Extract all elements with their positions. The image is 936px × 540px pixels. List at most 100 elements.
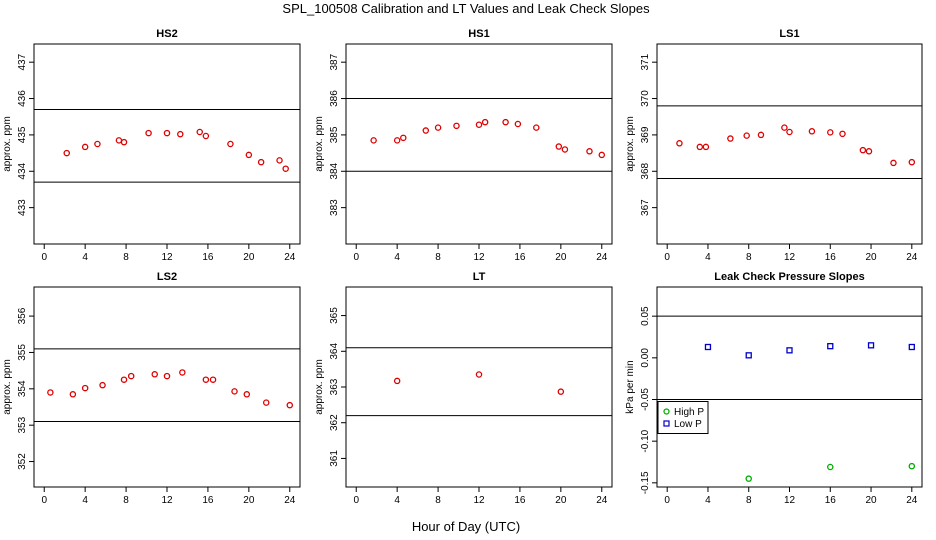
x-tick-label: 20 — [243, 495, 255, 506]
data-point — [839, 130, 846, 138]
data-point — [163, 372, 171, 380]
x-tick-label: 12 — [473, 495, 485, 506]
data-point — [827, 343, 834, 350]
data-point — [163, 129, 171, 137]
x-tick-label: 0 — [41, 495, 47, 506]
data-point — [370, 137, 377, 144]
legend-marker — [663, 408, 670, 415]
data-point — [393, 377, 401, 385]
y-tick-label: 436 — [17, 90, 28, 107]
data-point — [245, 151, 253, 159]
y-tick-label: 362 — [329, 414, 340, 431]
y-tick-label: 363 — [329, 378, 340, 395]
data-point — [561, 146, 569, 153]
data-point — [81, 143, 89, 151]
x-tick-label: 20 — [865, 252, 877, 263]
y-tick-label: 434 — [17, 162, 28, 179]
data-point — [555, 143, 563, 150]
y-tick-label: 383 — [329, 199, 340, 216]
y-tick-label: 364 — [329, 343, 340, 360]
data-point — [453, 122, 460, 130]
y-tick-label: 352 — [17, 453, 28, 470]
x-tick-label: 12 — [473, 252, 485, 263]
panel-title: LS2 — [157, 271, 177, 283]
x-tick-label: 4 — [394, 495, 400, 506]
chart-panel-ls1: LS1 approx. ppm 0 4 8 12 16 20 24 367 368 369 370 371 — [625, 28, 923, 263]
data-point — [890, 159, 897, 167]
y-axis-label: approx. ppm — [625, 116, 636, 172]
x-tick-label: 0 — [664, 495, 670, 506]
chart-panel-lt: LT approx. ppm 0 4 8 12 16 20 24 361 362 363 364 365 — [314, 271, 613, 506]
data-point — [704, 343, 712, 351]
y-tick-label: 365 — [329, 307, 340, 324]
data-point — [867, 342, 875, 349]
panel-title: HS1 — [468, 28, 489, 40]
x-tick-label: 12 — [161, 252, 173, 263]
x-tick-label: 24 — [906, 495, 918, 506]
y-tick-label: 355 — [17, 344, 28, 361]
y-tick-label: -0.15 — [640, 471, 651, 494]
legend-box — [657, 401, 709, 434]
data-point — [727, 135, 734, 142]
y-tick-label: 385 — [329, 126, 340, 143]
y-tick-label: 435 — [17, 126, 28, 143]
data-point — [243, 391, 251, 398]
y-tick-label: 386 — [329, 90, 340, 107]
data-point — [94, 140, 101, 148]
x-tick-label: 0 — [353, 495, 359, 506]
data-point — [908, 343, 915, 351]
data-point — [786, 128, 793, 136]
y-tick-label: 437 — [17, 53, 28, 70]
x-tick-label: 24 — [596, 495, 608, 506]
data-point — [502, 118, 509, 126]
x-tick-label: 8 — [123, 495, 129, 506]
data-point — [257, 158, 265, 166]
data-point — [702, 143, 710, 151]
chart-panel-ls2: LS2 approx. ppm 0 4 8 12 16 20 24 352 353 354 355 356 — [2, 271, 301, 506]
y-tick-label: 353 — [17, 416, 28, 433]
x-tick-label: 8 — [746, 495, 752, 506]
data-point — [786, 347, 793, 354]
y-tick-label: 367 — [640, 199, 651, 216]
x-tick-label: 12 — [784, 495, 796, 506]
data-point — [400, 134, 407, 142]
x-tick-label: 4 — [394, 252, 400, 263]
data-point — [179, 369, 186, 376]
x-tick-label: 0 — [353, 252, 359, 263]
data-point — [209, 376, 217, 383]
x-tick-label: 0 — [664, 252, 670, 263]
y-tick-label: 361 — [329, 450, 340, 467]
y-tick-label: 0.05 — [640, 306, 651, 326]
x-tick-label: 4 — [82, 252, 88, 263]
data-point — [865, 148, 873, 155]
data-point — [827, 129, 834, 136]
data-point — [99, 381, 106, 389]
panel-title: HS2 — [156, 28, 177, 40]
x-tick-label: 16 — [202, 252, 214, 263]
data-point — [177, 130, 184, 138]
data-point — [120, 376, 128, 383]
data-point — [781, 124, 788, 131]
data-point — [586, 148, 593, 155]
y-tick-label: 0.00 — [640, 348, 651, 368]
x-tick-label: 16 — [514, 495, 526, 506]
chart-panel-leak-check-pressure-slopes: Leak Check Pressure Slopes kPa per min 0 4 8… — [625, 271, 923, 506]
data-point — [151, 371, 158, 378]
data-point — [115, 137, 123, 144]
data-point — [262, 399, 270, 406]
data-point — [514, 120, 522, 128]
plot-frame — [33, 286, 301, 488]
x-tick-label: 20 — [243, 252, 255, 263]
x-tick-label: 24 — [284, 495, 296, 506]
x-tick-label: 24 — [284, 252, 296, 263]
data-point — [286, 401, 294, 409]
y-tick-label: 369 — [640, 126, 651, 143]
data-point — [808, 128, 816, 135]
chart-panel-hs2: HS2 approx. ppm 0 4 8 12 16 20 24 433 434 435 436 437 — [2, 28, 301, 263]
data-point — [676, 140, 683, 147]
data-point — [145, 129, 152, 137]
data-point — [745, 475, 752, 482]
